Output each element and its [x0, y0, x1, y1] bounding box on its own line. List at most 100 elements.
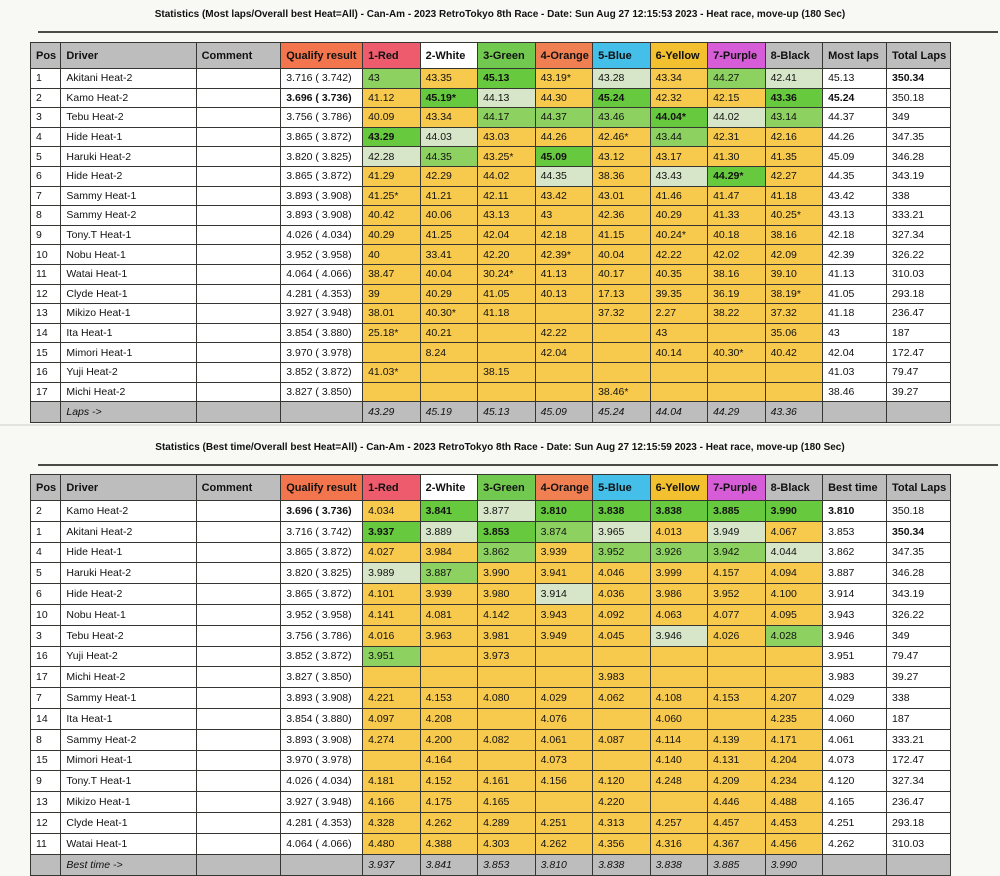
cell-lap-2-white: 40.21 — [419, 322, 479, 344]
cell-driver: Mimori Heat-1 — [60, 749, 197, 772]
title-divider — [38, 464, 998, 466]
cell-lap-1-red: 40.29 — [362, 224, 421, 246]
cell-comment — [195, 500, 282, 522]
cell-total-laps: 350.18 — [886, 500, 951, 522]
cell-lap-2-white — [419, 645, 479, 668]
cell-driver: Mimori Heat-1 — [60, 342, 197, 363]
table-row: 17 Michi Heat-2 3.827 ( 3.850) 3.983 3.983 39… — [29, 666, 951, 689]
cell-driver: Clyde Heat-1 — [60, 811, 197, 834]
cell-driver: Michi Heat-2 — [60, 666, 197, 689]
cell-total-laps: 79.47 — [886, 361, 951, 383]
cell-lap-1-red: 39 — [362, 283, 421, 305]
cell-lap-2-white: 44.35 — [419, 146, 479, 167]
cell-lap-2-white: 4.152 — [419, 770, 479, 793]
cell-qualify-result: 3.893 ( 3.908) — [280, 728, 364, 751]
cell-lap-3-green: 45.13 — [477, 68, 536, 89]
cell-comment — [195, 603, 282, 626]
cell-qualify-result: 4.281 ( 4.353) — [280, 811, 364, 834]
cell-lap-6-yellow — [649, 791, 709, 813]
cell-pos: 6 — [29, 583, 62, 605]
column-header-5-blue: 5-Blue — [592, 474, 651, 501]
cell-lap-2-white: 4.388 — [419, 832, 479, 855]
cell-qualify-result: 3.952 ( 3.958) — [280, 244, 364, 265]
cell-qualify-result: 3.820 ( 3.825) — [280, 562, 364, 585]
cell-lap-8-black: 3.990 — [764, 500, 824, 522]
cell-lap-6-yellow: 40.29 — [649, 205, 709, 226]
cell-lap-8-black: 38.16 — [764, 224, 824, 246]
cell-comment — [195, 541, 282, 564]
column-header-pos: Pos — [29, 42, 62, 69]
cell-lap-6-yellow: 4.108 — [649, 687, 709, 709]
cell-comment — [195, 303, 282, 324]
cell-total-laps: 172.47 — [886, 342, 951, 363]
cell-lap-7-purple: 3.949 — [707, 520, 766, 543]
cell-lap-7-purple: 4.077 — [707, 603, 766, 626]
cell-lap-1-red: 41.25* — [362, 185, 421, 207]
cell-most-laps: 41.13 — [822, 263, 888, 285]
cell-lap-7-purple: 42.15 — [707, 87, 766, 109]
cell-lap-3-green: 42.11 — [477, 185, 536, 207]
cell-total-laps: 326.22 — [886, 603, 951, 626]
table-row: 16 Yuji Heat-2 3.852 ( 3.872) 3.951 3.973 3.9… — [29, 645, 951, 668]
cell-lap-6-yellow: 3.838 — [649, 500, 709, 522]
cell-lap-1-red: 4.181 — [362, 770, 421, 793]
cell-lap-5-blue: 42.46* — [592, 126, 651, 148]
table-row: 5 Haruki Heat-2 3.820 ( 3.825) 3.989 3.887 3.… — [29, 562, 951, 585]
cell-lap-1-red: 4.141 — [362, 603, 421, 626]
table-row: 8 Sammy Heat-2 3.893 ( 3.908) 4.274 4.200 4.0… — [29, 728, 951, 751]
cell-lap-5-blue: 45.24 — [592, 87, 651, 109]
cell-pos: 9 — [29, 224, 62, 246]
cell-lap-5-blue — [592, 361, 651, 383]
cell-most-laps: 43 — [822, 322, 888, 344]
cell-lap-4-orange: 44.37 — [534, 107, 594, 128]
cell-pos: 8 — [29, 728, 62, 751]
cell-lap-3-green: 4.303 — [477, 832, 536, 855]
cell-total-laps: 79.47 — [886, 645, 951, 668]
cell-lap-5-blue: 3.983 — [592, 666, 651, 689]
column-header-total-laps: Total Laps — [886, 42, 951, 69]
cell-lap-4-orange — [534, 303, 594, 324]
table-row: 13 Mikizo Heat-1 3.927 ( 3.948) 4.166 4.175 4… — [29, 791, 951, 813]
cell-lap-3-green: 3.981 — [477, 624, 536, 647]
cell-lap-7-purple: 4.131 — [707, 749, 766, 772]
cell-lap-6-yellow — [649, 666, 709, 689]
cell-lap-8-black: 40.42 — [764, 342, 824, 363]
cell-lap-1-red: 4.166 — [362, 791, 421, 813]
cell-lap-6-yellow: 4.257 — [649, 811, 709, 834]
cell-lap-4-orange: 3.914 — [534, 583, 594, 605]
cell-lap-4-orange: 3.949 — [534, 624, 594, 647]
cell-lap-6-yellow: 43.43 — [649, 165, 709, 187]
cell-lap-5-blue: 4.313 — [592, 811, 651, 834]
cell-lap-2-white: 8.24 — [419, 342, 479, 363]
cell-lap-6-yellow: 43.17 — [649, 146, 709, 167]
cell-lap-1-red: 3.989 — [362, 562, 421, 585]
cell-qualify-result: 3.970 ( 3.978) — [280, 749, 364, 772]
cell-pos: 15 — [29, 749, 62, 772]
table-row: 14 Ita Heat-1 3.854 ( 3.880) 4.097 4.208 4.07… — [29, 707, 951, 730]
cell-total-laps: 347.35 — [886, 126, 951, 148]
cell-driver: Yuji Heat-2 — [60, 645, 197, 668]
cell-lap-7-purple: 41.33 — [707, 205, 766, 226]
cell-lap-3-green: 43.13 — [477, 205, 536, 226]
table-header-row: Pos Driver Comment Qualify result 1-Red 2-Whi… — [29, 42, 951, 69]
column-header-comment: Comment — [195, 42, 282, 69]
column-header-comment: Comment — [195, 474, 282, 501]
cell-lap-8-black: 41.35 — [764, 146, 824, 167]
cell-total-laps: 310.03 — [886, 832, 951, 855]
column-header-1-red: 1-Red — [362, 474, 421, 501]
cell-lap-6-yellow: 4.013 — [649, 520, 709, 543]
column-header-qualify-result: Qualify result — [280, 474, 364, 501]
cell-comment — [195, 224, 282, 246]
cell-total-laps: 333.21 — [886, 205, 951, 226]
cell-lap-1-red: 41.03* — [362, 361, 421, 383]
cell-lap-3-green: 3.973 — [477, 645, 536, 668]
cell-lap-7-purple: 3.952 — [707, 583, 766, 605]
cell-lap-8-black: 37.32 — [764, 303, 824, 324]
cell-total-laps: 347.35 — [886, 541, 951, 564]
cell-pos: 10 — [29, 244, 62, 265]
cell-lap-2-white: 3.939 — [419, 583, 479, 605]
column-header-8-black: 8-Black — [764, 474, 824, 501]
cell-driver: Akitani Heat-2 — [60, 68, 197, 89]
cell-driver: Kamo Heat-2 — [60, 87, 197, 109]
cell-qualify-result: 3.852 ( 3.872) — [280, 645, 364, 668]
